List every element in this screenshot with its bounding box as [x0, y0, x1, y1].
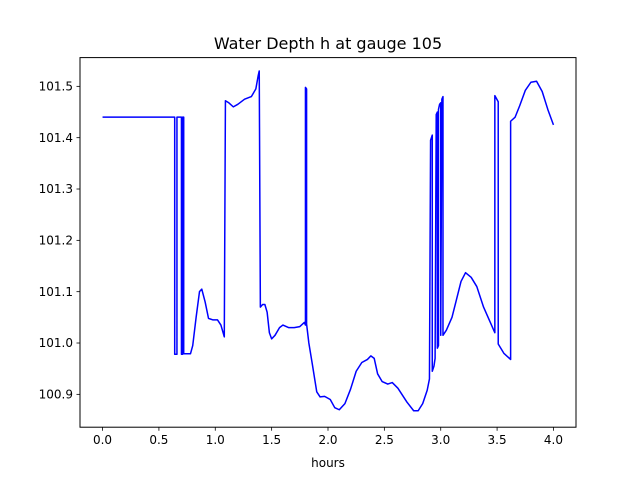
x-tick-label: 2.5 — [375, 433, 394, 447]
axes-frame — [79, 57, 577, 428]
y-tick-label: 101.1 — [39, 285, 73, 299]
chart-title: Water Depth h at gauge 105 — [214, 34, 442, 53]
x-tick-label: 0.0 — [93, 433, 112, 447]
y-tick-label: 101.3 — [39, 182, 73, 196]
y-tick-label: 101.5 — [39, 80, 73, 94]
y-tick-group: 100.9 101.0 101.1 101.2 101.3 101.4 101.5 — [39, 80, 80, 402]
x-tick-label: 1.5 — [262, 433, 281, 447]
x-tick-label: 0.5 — [149, 433, 168, 447]
x-tick-label: 3.0 — [431, 433, 450, 447]
series-line-group — [102, 70, 555, 412]
x-axis-label: hours — [311, 456, 345, 470]
y-tick-label: 101.0 — [39, 336, 73, 350]
x-tick-label: 4.0 — [544, 433, 563, 447]
x-tick-label: 3.5 — [488, 433, 507, 447]
y-tick-label: 101.4 — [39, 131, 73, 145]
x-tick-label: 1.0 — [206, 433, 225, 447]
x-tick-group: 0.0 0.5 1.0 1.5 2.0 2.5 3.0 3.5 4.0 — [93, 427, 563, 447]
x-tick-label: 2.0 — [318, 433, 337, 447]
y-tick-label: 101.2 — [39, 234, 73, 248]
y-tick-label: 100.9 — [39, 388, 73, 402]
series-line-0 — [102, 70, 555, 412]
